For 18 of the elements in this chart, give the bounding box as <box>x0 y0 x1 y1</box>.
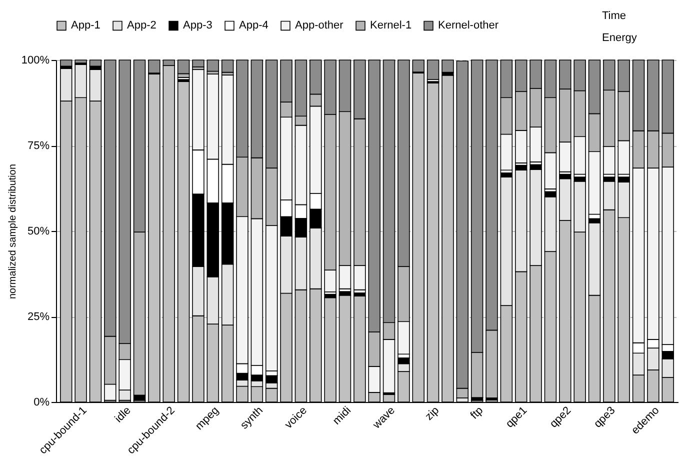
legend-label: App-other <box>295 20 344 32</box>
text: Time <box>602 10 626 22</box>
x-tick-label: zip <box>423 404 442 423</box>
y-tick-label: 75% <box>27 140 50 152</box>
legend-label: Kernel-1 <box>370 20 412 32</box>
x-tick-label: ftp <box>468 404 486 422</box>
y-tick-label: 0% <box>34 396 50 408</box>
legend-label: App-3 <box>183 20 212 32</box>
y-tick-label: 100% <box>21 54 50 66</box>
y-tick-label: 50% <box>27 226 50 238</box>
legend-label: App-4 <box>239 20 268 32</box>
legend-label: App-2 <box>127 20 156 32</box>
legend-label: App-1 <box>71 20 100 32</box>
legend-label: Kernel-other <box>438 20 499 32</box>
text: Energy <box>602 32 638 44</box>
y-axis-title: normalized sample distribution <box>7 164 18 300</box>
y-tick-label: 25% <box>27 311 50 323</box>
x-tick-label: idle <box>112 404 134 426</box>
